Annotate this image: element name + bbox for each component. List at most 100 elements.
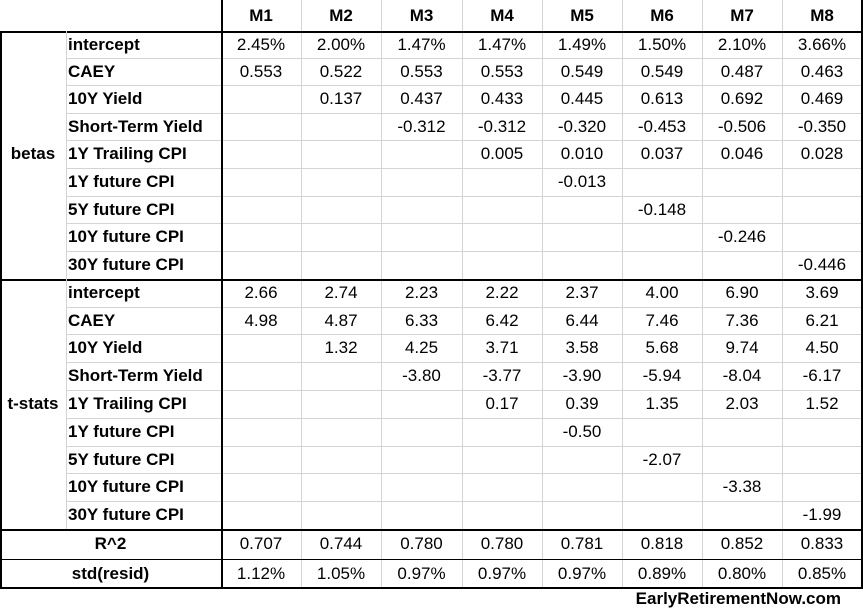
table-cell: 1.52 xyxy=(805,394,839,413)
grid-line xyxy=(702,0,703,588)
border-line xyxy=(0,279,862,281)
row-label: 1Y Trailing CPI xyxy=(68,394,187,413)
table-cell: -3.80 xyxy=(402,366,441,385)
grid-line xyxy=(381,0,382,588)
table-cell: 0.613 xyxy=(640,89,684,108)
table-cell: -0.506 xyxy=(717,116,767,136)
grid-line xyxy=(66,390,862,391)
row-label: 10Y future CPI xyxy=(68,477,184,496)
table-cell: 0.780 xyxy=(480,534,524,553)
table-cell: -3.77 xyxy=(482,366,522,385)
table-cell: 2.37 xyxy=(565,283,599,302)
row-label: 10Y Yield xyxy=(68,338,143,357)
row-label: 30Y future CPI xyxy=(68,505,184,524)
table-cell: 0.97% xyxy=(557,563,607,583)
row-label: 5Y future CPI xyxy=(68,449,175,469)
table-cell: 0.037 xyxy=(640,144,684,163)
column-header: M2 xyxy=(329,5,353,25)
row-label: 30Y future CPI xyxy=(68,255,184,274)
table-cell: 0.005 xyxy=(480,144,524,163)
grid-line xyxy=(66,501,862,502)
table-cell: 0.818 xyxy=(640,534,684,553)
table-cell: 0.97% xyxy=(397,563,446,583)
table-cell: 0.433 xyxy=(480,89,524,108)
grid-line xyxy=(66,140,862,141)
table-cell: -1.99 xyxy=(802,505,842,524)
border-line xyxy=(0,559,862,560)
table-cell: 4.00 xyxy=(645,283,679,302)
table-cell: 0.692 xyxy=(720,89,764,108)
table-cell: 5.68 xyxy=(645,338,679,357)
table-cell: 0.522 xyxy=(319,61,363,81)
table-cell: 0.553 xyxy=(480,61,524,81)
grid-line xyxy=(301,0,302,588)
table-cell: -0.50 xyxy=(562,422,602,441)
grid-line xyxy=(782,0,783,588)
table-cell: 0.437 xyxy=(400,89,443,108)
table-cell: 1.05% xyxy=(316,563,366,583)
table-cell: 1.12% xyxy=(236,563,286,583)
table-cell: 6.33 xyxy=(404,310,439,330)
table-cell: -0.350 xyxy=(797,116,847,136)
table-cell: 2.10% xyxy=(717,34,767,54)
table-cell: 2.03 xyxy=(725,394,759,413)
table-cell: 0.487 xyxy=(720,61,764,81)
table-cell: -0.148 xyxy=(637,199,687,219)
border-line xyxy=(221,0,223,588)
row-label: 1Y future CPI xyxy=(68,172,175,191)
table-cell: -6.17 xyxy=(802,366,842,385)
table-cell: 2.22 xyxy=(485,283,519,302)
row-label: intercept xyxy=(68,34,140,54)
source-credit: EarlyRetirementNow.com xyxy=(635,589,841,608)
grid-line xyxy=(66,334,862,335)
row-label: CAEY xyxy=(68,310,116,330)
table-cell: 0.17 xyxy=(485,394,519,413)
table-cell: 0.553 xyxy=(239,61,283,81)
table-cell: 7.36 xyxy=(725,310,759,330)
table-cell: 0.97% xyxy=(477,563,527,583)
table-cell: 0.549 xyxy=(560,61,604,81)
table-cell: 2.45% xyxy=(236,34,286,54)
border-line xyxy=(0,529,862,531)
grid-line xyxy=(66,113,862,114)
grid-line xyxy=(66,251,862,252)
table-cell: 0.39 xyxy=(565,394,599,413)
table-cell: 0.707 xyxy=(239,534,283,553)
table-cell: 6.90 xyxy=(725,283,759,302)
table-cell: 3.69 xyxy=(805,283,839,302)
table-cell: 0.852 xyxy=(720,534,764,553)
column-header: M4 xyxy=(490,5,514,25)
table-cell: 0.780 xyxy=(400,534,443,553)
table-cell: -3.38 xyxy=(722,477,762,496)
row-label: std(resid) xyxy=(71,563,150,583)
grid-line xyxy=(66,473,862,474)
table-cell: -0.320 xyxy=(557,116,607,136)
row-label: 5Y future CPI xyxy=(68,199,175,219)
group-label: betas xyxy=(10,144,56,163)
column-header: M7 xyxy=(730,5,754,25)
row-label: R^2 xyxy=(94,534,127,553)
row-label: 1Y Trailing CPI xyxy=(68,144,187,163)
row-label: CAEY xyxy=(68,61,116,81)
regression-table: M1 M2 M3 M4 M5 M6 M7 M8 intercept 2.45% 2.00% 1.47%… xyxy=(0,0,863,589)
table-cell: 3.71 xyxy=(485,338,519,357)
column-header: M8 xyxy=(810,5,834,25)
border-line xyxy=(0,31,862,33)
table-cell: 3.58 xyxy=(565,338,599,357)
table-cell: 0.137 xyxy=(319,89,363,108)
table-cell: -0.446 xyxy=(797,255,847,274)
table-cell: -0.453 xyxy=(637,116,687,136)
grid-line xyxy=(66,446,862,447)
table-cell: 0.046 xyxy=(720,144,764,163)
table-cell: 9.74 xyxy=(725,338,759,357)
table-cell: 0.80% xyxy=(717,563,767,583)
table-cell: 1.35 xyxy=(645,394,679,413)
table-cell: 2.23 xyxy=(404,283,439,302)
row-label: 10Y future CPI xyxy=(68,227,184,246)
border-line xyxy=(861,0,863,588)
table-cell: 0.781 xyxy=(560,534,604,553)
table-cell: 0.469 xyxy=(800,89,844,108)
table-cell: 2.00% xyxy=(316,34,366,54)
grid-line xyxy=(66,168,862,169)
grid-line xyxy=(542,0,543,588)
